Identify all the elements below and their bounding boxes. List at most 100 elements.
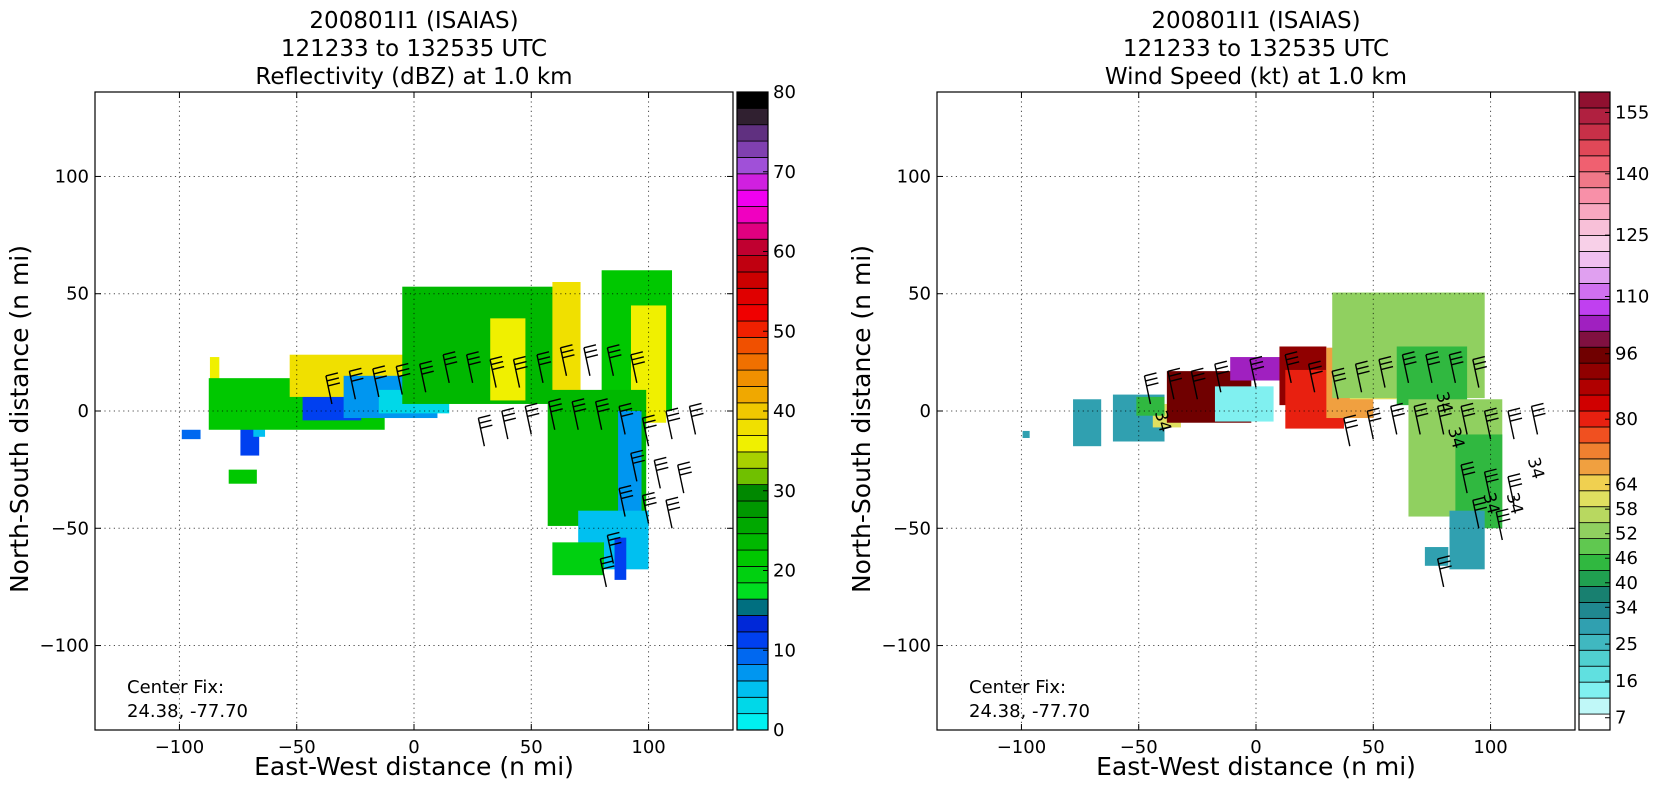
barb-flag [642,414,655,419]
barb-flag [574,408,587,413]
barb-flag [1355,360,1368,365]
barb-flag [1356,365,1369,370]
reflectivity-colorbar: 0 10 20 30 40 50 60 70 80 [736,82,796,741]
colorbar-segment [736,566,769,584]
barb-flag [1402,351,1415,356]
barb-flag [632,459,646,465]
barb-flag [444,356,457,361]
echo-region [1424,547,1449,566]
wind-barb [1401,351,1417,383]
barb-flag [619,407,633,413]
wind-barb [395,362,411,395]
colorbar-segment [1578,586,1611,603]
barb-flag [1507,407,1521,412]
barb-flag [632,361,646,366]
colorbar-segment [1578,554,1611,571]
barb-flag [677,461,690,466]
wind-barb [1436,402,1452,435]
wind-barb [1483,407,1499,440]
wind-barb [524,402,540,435]
wind-barb [1249,355,1265,388]
barb-flag [1472,355,1486,361]
colorbar-segment [1578,713,1611,731]
wind-barb [1378,355,1394,388]
barb-flag [467,356,480,361]
colorbar-tick-label: 52 [1615,524,1638,545]
center-fix-label: Center Fix: [127,677,224,698]
barb-flag [1485,473,1498,478]
barb-flag [466,351,479,356]
barb-flag [602,565,615,570]
colorbar-segment [1578,314,1611,332]
title-line-2: 121233 to 132535 UTC [1123,36,1389,62]
barb-flag [548,398,561,403]
barb-flag [1437,402,1450,408]
barb-flag [501,407,514,412]
center-fix-label: Center Fix: [969,677,1066,698]
wind-barb [606,344,622,376]
barb-flag [502,412,515,417]
wind-barb [1343,414,1358,447]
colorbar-tick-label: 40 [1615,573,1638,594]
barb-flag [620,412,634,418]
echo-region [1073,399,1102,447]
barb-flag [536,351,550,356]
barb-flag [1462,471,1476,476]
barb-flag [618,484,632,490]
barb-flag [665,496,679,501]
barb-flag [478,414,491,419]
center-fix-value: 24.38, -77.70 [969,701,1090,722]
echo-region [1022,430,1030,438]
colorbar-segment [1578,633,1611,651]
colorbar-segment [736,451,769,469]
wind-barb [641,491,657,524]
barb-flag [608,349,621,354]
barb-flag [1450,356,1463,361]
wind-barb [1167,367,1183,400]
y-tick-label: 0 [920,401,931,422]
colorbar-tick-label: 80 [773,82,796,103]
wind-barb [1284,351,1300,383]
colorbar-segment [736,320,769,338]
barb-flag [644,424,657,429]
y-tick-label: 100 [897,166,931,187]
barb-flag [631,356,645,361]
wind-barb [501,407,516,440]
barb-flag [1438,560,1451,565]
barb-flag [1392,412,1405,418]
barb-flag [1168,372,1182,377]
wind-barb [372,365,387,398]
wind-barb [1413,402,1429,435]
barb-flag [643,496,656,502]
wind-barb [1460,461,1476,494]
colorbar-segment [736,582,769,600]
x-tick-label: 0 [1250,737,1261,758]
barb-flag [1214,360,1227,365]
y-tick-label: −50 [893,518,931,539]
barb-flag [1508,478,1522,483]
colorbar-segment [736,173,769,191]
wind-barb [1307,360,1323,393]
barb-flag [608,536,621,542]
colorbar-tick-label: 50 [773,321,796,342]
echo-region [402,286,567,404]
colorbar-segment [736,140,769,158]
barb-flag [667,417,681,422]
wind-barb [1472,355,1488,388]
wind-barb [653,456,669,489]
y-tick-label: 50 [66,284,89,305]
x-tick-label: −50 [1120,737,1158,758]
colorbar-segment [1578,458,1611,476]
colorbar-segment [736,664,769,682]
barb-flag [1193,377,1206,382]
barb-flag [1473,360,1487,366]
colorbar-segment [736,189,769,207]
barb-flag [1333,377,1347,382]
colorbar-segment [736,696,769,715]
colorbar-segment [1578,155,1611,173]
colorbar-tick-label: 60 [773,242,796,263]
barb-flag [1449,351,1462,356]
echo-region [228,469,257,484]
barb-flag [1331,367,1345,372]
